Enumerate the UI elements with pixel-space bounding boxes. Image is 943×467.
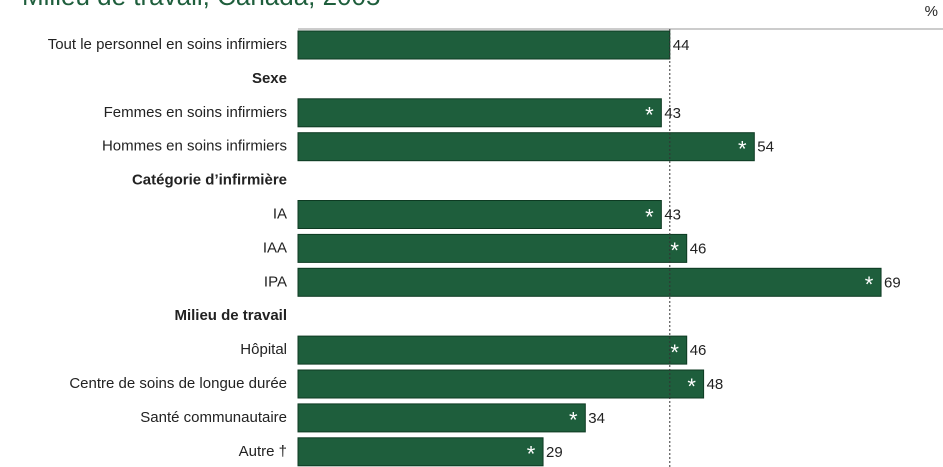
value-label: 54 xyxy=(757,139,774,156)
significance-marker: * xyxy=(527,442,536,467)
category-label: IA xyxy=(273,205,287,222)
category-label: Femmes en soins infirmiers xyxy=(104,104,287,121)
significance-marker: * xyxy=(687,374,696,399)
group-header: Sexe xyxy=(252,70,287,87)
category-label: Centre de soins de longue durée xyxy=(69,375,287,392)
category-label: Hommes en soins infirmiers xyxy=(102,138,287,155)
value-label: 46 xyxy=(690,240,707,257)
value-label: 46 xyxy=(690,342,707,359)
bar xyxy=(297,30,671,60)
bar xyxy=(297,98,662,128)
unit-label: % xyxy=(925,3,938,20)
value-label: 48 xyxy=(707,376,724,393)
significance-marker: * xyxy=(738,137,747,162)
category-label: Santé communautaire xyxy=(140,409,287,426)
category-label: IPA xyxy=(264,273,287,290)
bar xyxy=(297,335,688,365)
category-label: Hôpital xyxy=(240,341,287,358)
value-label: 43 xyxy=(664,105,681,122)
value-label: 43 xyxy=(664,206,681,223)
category-label: Autre † xyxy=(239,443,287,460)
group-header: Milieu de travail xyxy=(174,307,287,324)
significance-marker: * xyxy=(569,408,578,433)
bar xyxy=(297,403,586,433)
significance-marker: * xyxy=(670,238,679,263)
significance-marker: * xyxy=(645,103,654,128)
bar xyxy=(297,437,544,467)
significance-marker: * xyxy=(670,340,679,365)
category-label: Tout le personnel en soins infirmiers xyxy=(48,36,287,53)
significance-marker: * xyxy=(865,272,874,297)
significance-marker: * xyxy=(645,204,654,229)
category-label: IAA xyxy=(263,239,287,256)
bar xyxy=(297,132,755,162)
value-label: 44 xyxy=(673,37,690,54)
bar xyxy=(297,233,688,263)
value-label: 34 xyxy=(588,410,605,427)
bar xyxy=(297,369,705,399)
chart-title: Milieu de travail, Canada, 2005 xyxy=(22,0,380,11)
value-label: 29 xyxy=(546,444,563,461)
bar xyxy=(297,200,662,229)
group-header: Catégorie d’infirmière xyxy=(132,172,287,189)
bar xyxy=(297,267,882,297)
value-label: 69 xyxy=(884,274,901,291)
